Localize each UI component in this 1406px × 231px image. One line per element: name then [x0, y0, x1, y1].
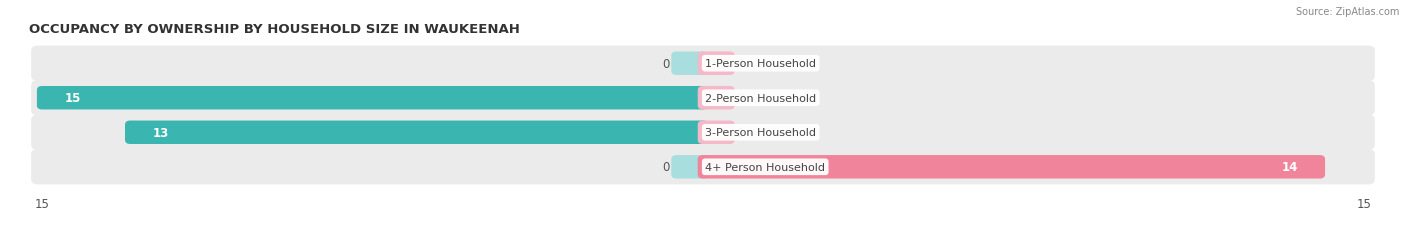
FancyBboxPatch shape [31, 81, 1375, 116]
Text: OCCUPANCY BY OWNERSHIP BY HOUSEHOLD SIZE IN WAUKEENAH: OCCUPANCY BY OWNERSHIP BY HOUSEHOLD SIZE… [30, 23, 520, 36]
Text: 4+ Person Household: 4+ Person Household [706, 162, 825, 172]
FancyBboxPatch shape [697, 52, 735, 76]
FancyBboxPatch shape [671, 155, 709, 179]
Text: Source: ZipAtlas.com: Source: ZipAtlas.com [1295, 7, 1399, 17]
FancyBboxPatch shape [671, 52, 709, 76]
FancyBboxPatch shape [697, 121, 735, 144]
FancyBboxPatch shape [31, 149, 1375, 185]
FancyBboxPatch shape [697, 155, 1324, 179]
Text: 0: 0 [662, 161, 669, 173]
Text: 14: 14 [1281, 161, 1298, 173]
Text: 2-Person Household: 2-Person Household [706, 93, 817, 103]
Text: 0: 0 [737, 92, 744, 105]
Text: 0: 0 [737, 126, 744, 139]
Text: 0: 0 [737, 58, 744, 70]
Text: 15: 15 [65, 92, 80, 105]
FancyBboxPatch shape [31, 46, 1375, 82]
FancyBboxPatch shape [125, 121, 709, 144]
FancyBboxPatch shape [37, 87, 709, 110]
Text: 1-Person Household: 1-Person Household [706, 59, 817, 69]
Text: 13: 13 [152, 126, 169, 139]
Text: 3-Person Household: 3-Person Household [706, 128, 817, 138]
Text: 0: 0 [662, 58, 669, 70]
FancyBboxPatch shape [697, 87, 735, 110]
FancyBboxPatch shape [31, 115, 1375, 150]
